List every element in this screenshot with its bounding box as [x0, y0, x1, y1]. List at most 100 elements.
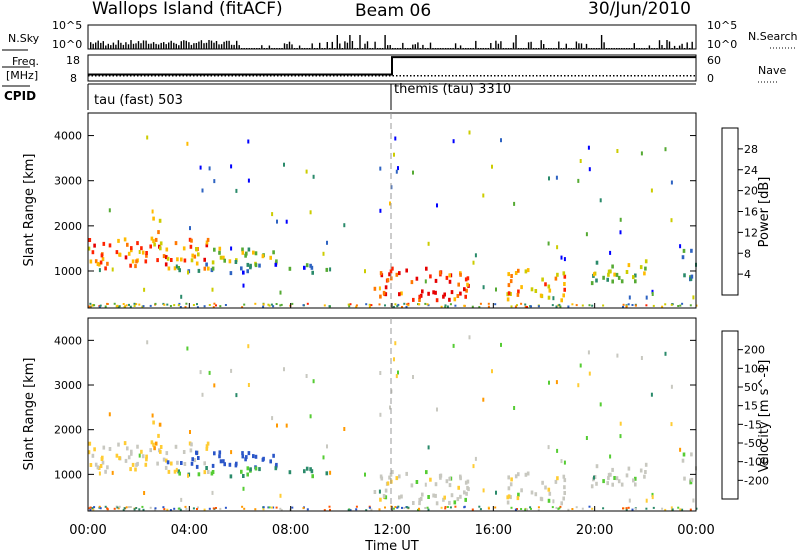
- power-cell: [689, 276, 693, 281]
- power-cell: [140, 246, 143, 251]
- velocity-cell: [563, 485, 566, 490]
- velocity-cell: [514, 474, 518, 479]
- nsky-bar: [646, 48, 648, 49]
- nsky-bar: [442, 48, 444, 49]
- velocity-cell: [434, 482, 438, 487]
- velocity-cell: [465, 491, 468, 496]
- power-cell: [634, 304, 637, 307]
- velocity-cell: [347, 508, 350, 511]
- power-cell: [201, 188, 204, 193]
- velocity-cell: [556, 476, 559, 481]
- power-cell: [652, 304, 655, 307]
- power-cell: [450, 290, 454, 295]
- nsky-bar: [417, 42, 419, 49]
- power-cell: [247, 139, 250, 144]
- power-cell: [178, 268, 181, 273]
- velocity-cell: [506, 495, 509, 500]
- nsky-bar: [419, 48, 422, 49]
- velocity-cell: [189, 448, 193, 453]
- nsky-bar: [359, 35, 361, 49]
- power-cell: [398, 292, 401, 297]
- velocity-cell: [343, 427, 346, 431]
- freq-tick-bottom: 8: [70, 72, 77, 85]
- velocity-cell: [625, 507, 628, 510]
- velocity-cell: [208, 507, 211, 510]
- power-cell: [479, 302, 482, 305]
- velocity-cell: [664, 508, 667, 511]
- velocity-cell: [177, 469, 180, 474]
- freq-label-2: [MHz]: [6, 69, 38, 82]
- power-cell: [397, 303, 400, 306]
- power-cell: [244, 253, 247, 258]
- velocity-cell: [93, 447, 96, 452]
- velocity-cell: [474, 456, 477, 461]
- velocity-cell: [378, 489, 381, 494]
- nsky-bar: [439, 48, 442, 49]
- power-cell: [180, 294, 183, 299]
- velocity-cell: [452, 343, 455, 348]
- power-cell: [275, 259, 278, 264]
- velocity-cell: [556, 448, 559, 453]
- velocity-cell: [373, 490, 377, 494]
- power-cell: [466, 282, 469, 287]
- nsky-bar: [505, 48, 507, 49]
- velocity-cell: [427, 508, 430, 511]
- power-cell: [651, 292, 654, 296]
- freq-tick-top: 18: [66, 54, 80, 67]
- velocity-cell: [593, 475, 595, 480]
- velocity-cell: [208, 370, 211, 375]
- velocity-cell: [101, 460, 105, 465]
- velocity-cell: [466, 485, 469, 490]
- power-cell: [664, 147, 667, 152]
- velocity-cell: [661, 507, 664, 510]
- velocity-cell: [444, 507, 447, 510]
- power-cell: [195, 247, 198, 251]
- velocity-cell: [254, 466, 258, 471]
- power-cell: [152, 239, 155, 244]
- cpid-segment-2: themis (tau) 3310: [394, 82, 511, 97]
- velocity-cell: [378, 508, 381, 511]
- velocity-cell: [579, 363, 582, 368]
- nsky-bar: [324, 48, 326, 49]
- velocity-cell: [453, 500, 457, 505]
- power-cell: [552, 296, 555, 301]
- velocity-cell: [587, 350, 590, 355]
- velocity-cell: [634, 507, 637, 510]
- velocity-cell: [563, 491, 566, 495]
- power-cell: [555, 175, 558, 180]
- velocity-cell: [495, 490, 497, 495]
- velocity-cell: [544, 485, 547, 490]
- power-cell: [190, 258, 194, 263]
- velocity-cell: [154, 507, 157, 510]
- nsky-bar: [263, 48, 265, 49]
- velocity-cell: [652, 506, 655, 509]
- nsky-bar: [613, 48, 615, 49]
- nsky-bar: [671, 48, 673, 49]
- power-cell: [541, 277, 544, 282]
- velocity-cell: [355, 505, 358, 508]
- nsky-bar: [271, 48, 273, 49]
- power-cell: [670, 218, 673, 223]
- nsky-bar: [525, 48, 527, 49]
- velocity-cell: [91, 453, 95, 458]
- power-cell: [329, 267, 332, 272]
- power-cell: [93, 243, 96, 248]
- velocity-cell: [165, 451, 169, 456]
- velocity-cell: [149, 506, 152, 509]
- nsky-bar: [200, 40, 203, 49]
- power-cell: [368, 306, 371, 308]
- nsky-bar: [568, 48, 570, 49]
- power-cell: [93, 304, 96, 307]
- nsky-bar: [588, 48, 590, 49]
- nsky-bar: [157, 44, 160, 49]
- power-cell: [135, 259, 138, 264]
- power-cell: [205, 243, 209, 248]
- power-cell: [368, 303, 371, 306]
- power-cell: [509, 279, 513, 284]
- nsky-bar: [228, 40, 230, 49]
- power-cell: [514, 305, 517, 308]
- nsky-bar: [621, 48, 623, 49]
- power-cell: [448, 279, 452, 284]
- power-cell: [152, 216, 155, 221]
- velocity-cell: [275, 506, 278, 509]
